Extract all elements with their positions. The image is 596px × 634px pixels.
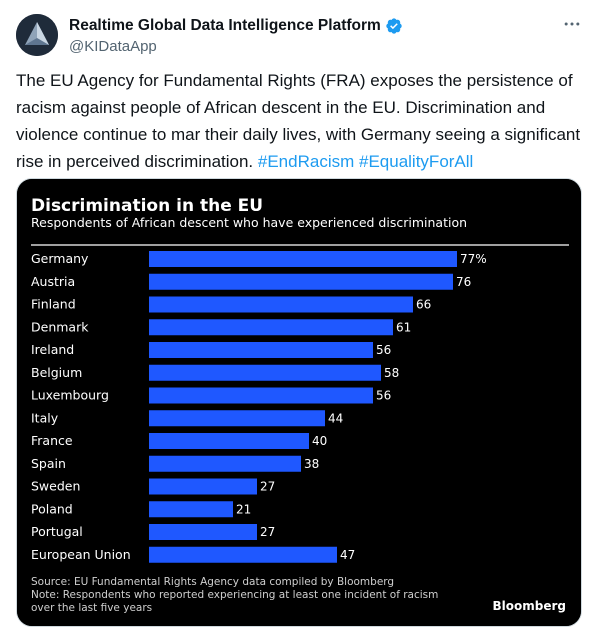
chart-source: Source: EU Fundamental Rights Agency dat… [31, 576, 394, 588]
value-label: 21 [236, 502, 251, 516]
value-label: 56 [376, 389, 391, 403]
category-label: Portugal [31, 524, 83, 539]
bar [149, 251, 457, 267]
bar [149, 319, 393, 336]
category-label: Germany [31, 251, 89, 266]
bar [149, 410, 325, 427]
tweet-text: The EU Agency for Fundamental Rights (FR… [16, 67, 586, 175]
category-label: Italy [31, 410, 59, 425]
chart-image[interactable]: Discrimination in the EU Respondents of … [16, 178, 582, 627]
chart-note-line: Note: Respondents who reported experienc… [31, 589, 438, 601]
chart-title: Discrimination in the EU [31, 196, 263, 216]
value-label: 38 [304, 457, 319, 471]
handle[interactable]: @KIDataApp [69, 38, 157, 55]
bar [149, 501, 233, 518]
category-label: European Union [31, 547, 131, 562]
tweet-body: The EU Agency for Fundamental Rights (FR… [16, 71, 581, 171]
bar [149, 387, 373, 404]
bar [149, 273, 453, 290]
value-label: 27 [260, 480, 275, 494]
category-label: Belgium [31, 365, 82, 380]
bar [149, 546, 337, 563]
more-button[interactable] [560, 12, 584, 36]
logo-icon [16, 14, 58, 56]
bar [149, 455, 301, 472]
category-label: Sweden [31, 479, 80, 494]
bars-group: Germany 77% Austria 76 Finland 66 Denmark 61 Ire… [31, 251, 487, 563]
avatar[interactable] [16, 14, 58, 56]
value-label: 27 [260, 525, 275, 539]
category-label: Poland [31, 501, 73, 516]
category-label: Spain [31, 456, 66, 471]
category-label: Ireland [31, 342, 74, 357]
bar [149, 524, 257, 540]
bar [149, 433, 309, 449]
category-label: Denmark [31, 319, 89, 334]
more-dots-icon [564, 22, 580, 26]
bar [149, 478, 257, 495]
chart-subtitle: Respondents of African descent who have … [31, 215, 467, 230]
verified-badge-icon [386, 18, 402, 34]
value-label: 58 [384, 366, 399, 380]
display-name[interactable]: Realtime Global Data Intelligence Platfo… [69, 17, 381, 34]
bar [149, 296, 413, 313]
value-label: 56 [376, 343, 391, 357]
brand-logo: Bloomberg [493, 599, 567, 613]
hashtag-link[interactable]: #EqualityForAll [359, 152, 474, 171]
value-label: 66 [416, 298, 431, 312]
bar-chart: Discrimination in the EU Respondents of … [17, 179, 581, 626]
value-label: 76 [456, 275, 471, 289]
category-label: Austria [31, 274, 75, 289]
category-label: France [31, 433, 73, 448]
hashtag-link[interactable]: #EndRacism [257, 152, 355, 171]
value-label: 47 [340, 548, 355, 562]
bar [149, 342, 373, 358]
value-label: 40 [312, 434, 327, 448]
bar [149, 364, 381, 381]
category-label: Finland [31, 297, 76, 312]
value-label: 61 [396, 320, 411, 334]
name-row: Realtime Global Data Intelligence Platfo… [69, 16, 403, 36]
chart-note-line: over the last five years [31, 602, 152, 614]
value-label: 77% [460, 252, 487, 266]
value-label: 44 [328, 411, 343, 425]
category-label: Luxembourg [31, 388, 109, 403]
